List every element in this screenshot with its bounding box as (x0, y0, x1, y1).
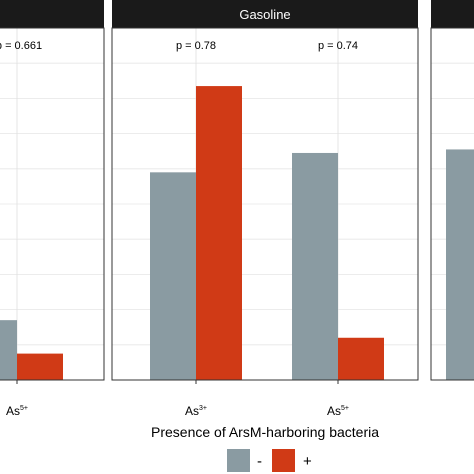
panel-gasoline: Gasoline p = 0.78 p = 0.74 (111, 0, 419, 381)
bar-minus-As5+ (0, 320, 17, 380)
panel-right-border (430, 27, 474, 381)
bar-plus-As5+ (17, 353, 63, 380)
panel-right (430, 0, 474, 381)
x-tick-label: As5+ (327, 404, 349, 418)
panel-gasoline-strip (112, 0, 418, 28)
panel-gasoline-strip-label: Gasoline (239, 7, 290, 22)
panel-gasoline-plot: p = 0.78 p = 0.74 (112, 27, 418, 381)
x-tick-label: As3+ (185, 404, 207, 418)
panel-right-plot (431, 27, 474, 381)
bar-minus-As3+ (150, 172, 196, 380)
bar-minus-As5+ (292, 152, 338, 380)
p-value-label: p = 0.74 (318, 40, 358, 52)
bar-minus-group (446, 149, 474, 380)
x-axis-title: Presence of ArsM-harboring bacteria (151, 424, 379, 440)
panel-left-strip (0, 0, 104, 28)
bar-plus-As5+ (338, 337, 384, 380)
legend-label-minus: - (257, 453, 262, 470)
x-tick-labels: As5+ As3+ As5+ (6, 380, 349, 418)
p-value-label: p = 0.78 (176, 40, 216, 52)
panel-left: p = 0.661 (0, 0, 105, 381)
p-value-label: p = 0.661 (0, 40, 42, 52)
bar-plus-As3+ (196, 86, 242, 380)
panel-right-strip (431, 0, 474, 28)
panel-left-plot: p = 0.661 (0, 27, 104, 381)
legend-swatch-minus (227, 449, 250, 472)
legend-label-plus: + (303, 453, 312, 470)
panel-left-border (0, 27, 105, 381)
legend: - + (227, 449, 312, 472)
x-tick-label: As5+ (6, 404, 28, 418)
panel-gasoline-border (111, 27, 419, 381)
legend-swatch-plus (272, 449, 295, 472)
